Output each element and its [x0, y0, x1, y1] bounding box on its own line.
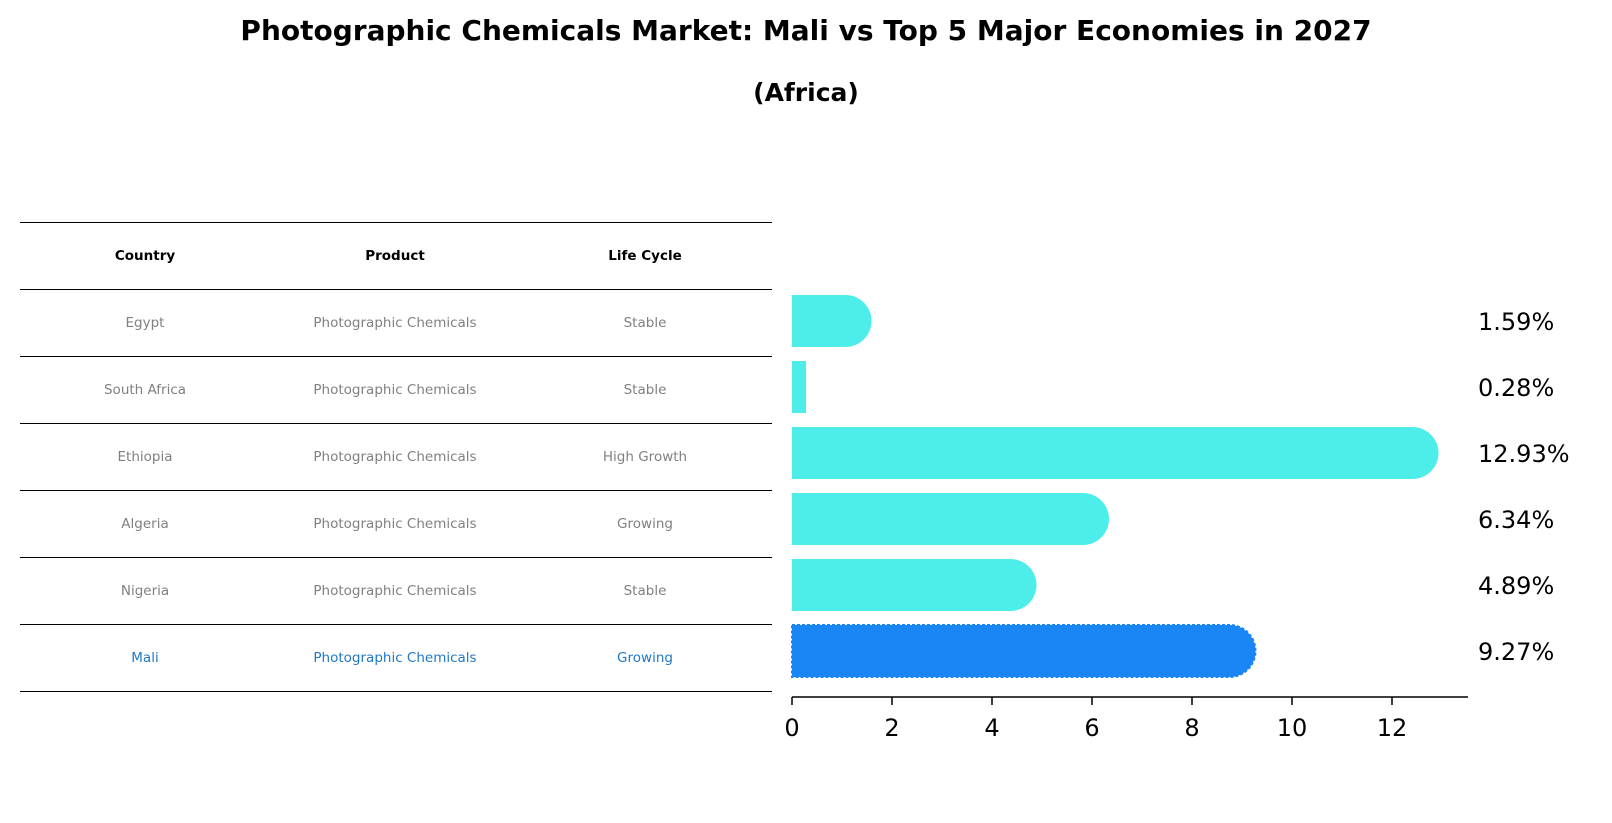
- x-tick-label: 6: [1084, 714, 1099, 742]
- x-tick-label: 10: [1277, 714, 1308, 742]
- life-cycle-cell: Stable: [623, 583, 667, 599]
- table-row: Algeria Photographic Chemicals Growing: [20, 490, 772, 557]
- x-tick-label: 12: [1377, 714, 1408, 742]
- life-cycle-cell: Growing: [617, 650, 673, 666]
- bar-value-label: 0.28%: [1478, 374, 1554, 402]
- bar: [792, 361, 806, 413]
- bar-value-label: 9.27%: [1478, 638, 1554, 666]
- bar-value-label: 6.34%: [1478, 506, 1554, 534]
- table-header-row: Country Product Life Cycle: [20, 222, 772, 289]
- product-cell: Photographic Chemicals: [313, 382, 477, 398]
- country-cell: Nigeria: [120, 583, 170, 599]
- bar-highlight: [791, 624, 1257, 678]
- bar-value-label: 4.89%: [1478, 572, 1554, 600]
- life-cycle-cell: Growing: [617, 516, 673, 532]
- country-cell: Egypt: [125, 315, 165, 331]
- table-row: Ethiopia Photographic Chemicals High Gro…: [20, 423, 772, 490]
- country-cell: South Africa: [103, 382, 187, 398]
- life-cycle-cell: Stable: [623, 315, 667, 331]
- header-product: Product: [365, 248, 425, 264]
- x-tick-label: 8: [1184, 714, 1199, 742]
- product-cell: Photographic Chemicals: [313, 516, 477, 532]
- table-row: Egypt Photographic Chemicals Stable: [20, 289, 772, 356]
- country-table: Country Product Life Cycle Egypt Photogr…: [20, 222, 772, 692]
- bar-value-label: 1.59%: [1478, 308, 1554, 336]
- x-tick-label: 0: [784, 714, 799, 742]
- life-cycle-cell: High Growth: [602, 449, 688, 465]
- product-cell: Photographic Chemicals: [313, 449, 477, 465]
- table-row: South Africa Photographic Chemicals Stab…: [20, 356, 772, 423]
- product-cell: Photographic Chemicals: [313, 650, 477, 666]
- bar: [792, 427, 1439, 479]
- chart-subtitle: (Africa): [753, 78, 859, 107]
- country-cell: Mali: [131, 650, 159, 666]
- bar: [792, 295, 872, 347]
- header-country: Country: [114, 248, 176, 264]
- country-cell: Algeria: [121, 516, 169, 532]
- country-cell: Ethiopia: [117, 449, 173, 465]
- bar: [792, 559, 1037, 611]
- x-tick-label: 2: [884, 714, 899, 742]
- product-cell: Photographic Chemicals: [313, 583, 477, 599]
- life-cycle-cell: Stable: [623, 382, 667, 398]
- x-tick-label: 4: [984, 714, 999, 742]
- table-row: Nigeria Photographic Chemicals Stable: [20, 557, 772, 624]
- bar: [792, 493, 1109, 545]
- product-cell: Photographic Chemicals: [313, 315, 477, 331]
- table-row-highlight: Mali Photographic Chemicals Growing: [20, 624, 772, 692]
- header-life-cycle: Life Cycle: [608, 248, 682, 264]
- chart-title: Photographic Chemicals Market: Mali vs T…: [240, 14, 1372, 47]
- bar-value-label: 12.93%: [1478, 440, 1570, 468]
